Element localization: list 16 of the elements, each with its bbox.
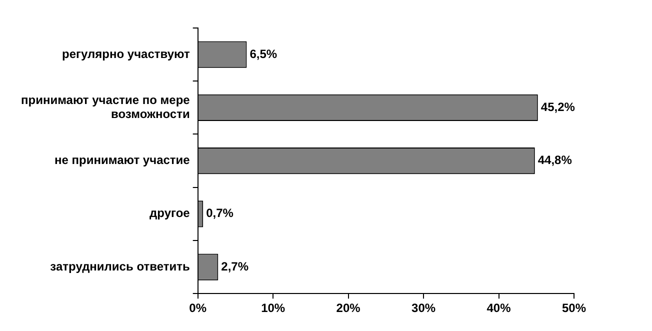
y-tick-label: другое (150, 206, 190, 220)
x-tick-label: 10% (261, 301, 286, 316)
x-tick-label: 50% (562, 301, 586, 316)
y-tick-label: регулярно участвуют (62, 46, 190, 61)
x-tick-label: 0% (189, 301, 207, 316)
data-label: 6,5% (250, 46, 278, 61)
x-tick-label: 30% (412, 301, 436, 316)
x-tick-label: 20% (336, 301, 361, 316)
y-tick-label: затруднились ответить (50, 259, 190, 274)
data-label: 45,2% (540, 100, 576, 114)
x-tick-label: 40% (486, 301, 512, 316)
data-label: 44,8% (538, 153, 572, 168)
y-tick-label: принимают участие по мере возможности (20, 92, 190, 122)
data-label: 2,7% (221, 259, 249, 274)
y-tick-label: не принимают участие (54, 153, 190, 168)
data-label: 0,7% (206, 206, 234, 220)
